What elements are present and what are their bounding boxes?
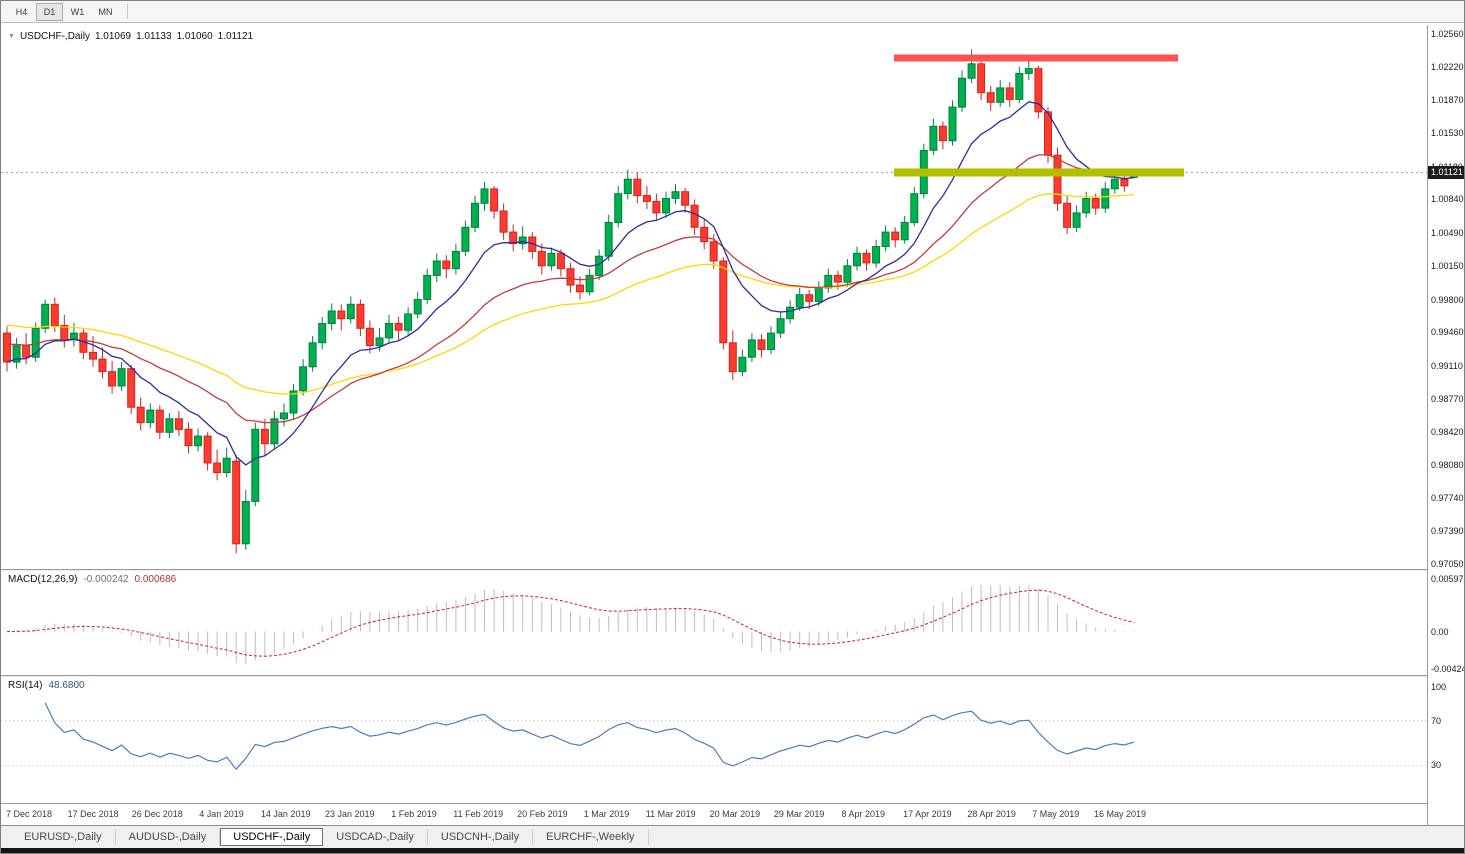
rsi-name: RSI(14) [8, 680, 43, 691]
time-axis-label: 20 Mar 2019 [709, 809, 761, 819]
toolbar-separator [127, 4, 128, 19]
candlestick-series [3, 49, 1138, 554]
timeframe-toolbar: H4 D1 W1 MN [1, 1, 1464, 23]
time-axis-label: 4 Jan 2019 [199, 809, 244, 819]
rsi-value: 48.6800 [48, 680, 85, 691]
chart-tab-eurchf[interactable]: EURCHF-,Weekly [533, 829, 649, 845]
time-axis-label: 28 Apr 2019 [967, 809, 1016, 819]
rsi-label: RSI(14) 48.6800 [8, 680, 85, 691]
macd-signal-line [6, 589, 1135, 657]
time-axis-label: 1 Feb 2019 [391, 809, 437, 819]
time-axis-label: 7 Dec 2018 [5, 809, 53, 819]
chart-tab-usdcnh[interactable]: USDCNH-,Daily [428, 829, 534, 845]
macd-name: MACD(12,26,9) [8, 574, 78, 585]
resistance-line[interactable] [894, 54, 1178, 62]
time-axis-label: 7 May 2019 [1032, 809, 1080, 819]
time-axis-label: 11 Feb 2019 [453, 809, 504, 819]
panel-splitter[interactable] [1, 569, 1464, 571]
time-axis-label: 14 Jan 2019 [260, 809, 311, 819]
ohlc-open-value: 1.01069 [94, 31, 132, 42]
macd-axis-label: 0.00597 [1431, 574, 1464, 584]
time-axis-label: 8 Apr 2019 [841, 809, 886, 819]
macd-signal-value: 0.000686 [134, 574, 177, 585]
chart-area: ▼ USDCHF-,Daily 1.01069 1.01133 1.01060 … [1, 23, 1464, 825]
price-axis-label: 0.99110 [1431, 360, 1463, 371]
ohlc-close-value: 1.01121 [217, 31, 254, 42]
chart-tab-usdcad[interactable]: USDCAD-,Daily [323, 829, 428, 845]
price-axis-label: 1.00490 [1431, 228, 1464, 239]
ohlc-low-value: 1.01060 [176, 31, 213, 42]
chart-tab-bar: EURUSD-,Daily AUDUSD-,Daily USDCHF-,Dail… [1, 825, 1464, 848]
price-chart-canvas[interactable] [1, 25, 1427, 569]
time-axis-label: 29 Mar 2019 [773, 809, 825, 819]
rsi-axis-label: 70 [1431, 715, 1442, 726]
price-axis[interactable]: 1.01121 1.025601.022201.018701.015301.01… [1427, 25, 1464, 825]
ma-medium-line [6, 154, 1134, 424]
rsi-chart-canvas[interactable] [1, 677, 1427, 803]
time-axis-label: 1 Mar 2019 [583, 809, 630, 819]
support-line[interactable] [894, 168, 1184, 177]
timeframe-button-mn[interactable]: MN [98, 6, 113, 17]
price-axis-label: 1.01530 [1431, 128, 1464, 139]
macd-histogram [16, 585, 1135, 665]
ohlc-high-value: 1.01133 [136, 31, 172, 42]
price-axis-label: 0.98770 [1431, 393, 1464, 404]
chart-tab-audusd[interactable]: AUDUSD-,Daily [116, 829, 221, 845]
timeframe-button-d1[interactable]: D1 [36, 2, 63, 21]
time-axis-label: 20 Feb 2019 [517, 809, 568, 819]
price-axis-label: 0.98080 [1431, 459, 1464, 470]
price-axis-label: 1.00840 [1431, 194, 1464, 205]
time-axis-label: 17 Apr 2019 [903, 809, 952, 819]
price-axis-label: 0.97050 [1431, 559, 1464, 569]
price-axis-label: 1.02220 [1431, 61, 1464, 72]
bottom-edge-strip [1, 848, 1464, 853]
macd-axis-label: 0.00 [1431, 626, 1449, 637]
time-axis-label: 23 Jan 2019 [325, 809, 375, 819]
price-axis-label: 1.01870 [1431, 95, 1464, 106]
current-price-tag: 1.01121 [1428, 165, 1464, 179]
ma-fast-line [6, 101, 1134, 466]
time-axis-label: 17 Dec 2018 [67, 809, 119, 819]
time-axis[interactable]: 7 Dec 2018 17 Dec 2018 26 Dec 2018 4 Jan 20… [1, 803, 1427, 825]
price-axis-label: 0.98420 [1431, 427, 1464, 438]
price-axis-label: 1.00150 [1431, 260, 1464, 271]
macd-main-value: -0.000242 [83, 574, 129, 585]
macd-label: MACD(12,26,9) -0.000242 0.000686 [8, 574, 176, 585]
rsi-axis-label: 30 [1431, 760, 1442, 771]
ma-slow-line [6, 193, 1134, 395]
timeframe-button-h4[interactable]: H4 [15, 6, 28, 17]
macd-axis-label: -0.004243 [1431, 664, 1464, 674]
chart-tab-eurusd[interactable]: EURUSD-,Daily [11, 829, 116, 845]
price-axis-label: 0.99460 [1431, 327, 1464, 338]
chart-symbol-label: USDCHF-,Daily [19, 31, 90, 42]
timeframe-button-w1[interactable]: W1 [70, 6, 85, 17]
collapse-arrow-icon[interactable]: ▼ [8, 33, 15, 40]
rsi-axis-label: 100 [1431, 682, 1447, 692]
chart-tab-usdchf[interactable]: USDCHF-,Daily [220, 828, 324, 846]
price-axis-label: 0.97740 [1431, 492, 1464, 503]
panel-splitter[interactable] [1, 675, 1464, 677]
price-axis-label: 0.99800 [1431, 294, 1464, 305]
macd-chart-canvas[interactable] [1, 571, 1427, 675]
time-axis-label: 11 Mar 2019 [645, 809, 696, 819]
time-axis-label: 26 Dec 2018 [131, 809, 183, 819]
chart-header: ▼ USDCHF-,Daily 1.01069 1.01133 1.01060 … [8, 31, 253, 42]
price-axis-label: 0.97390 [1431, 526, 1464, 537]
rsi-line [44, 702, 1135, 771]
price-axis-label: 1.02560 [1431, 29, 1464, 39]
time-axis-label: 16 May 2019 [1093, 809, 1147, 819]
